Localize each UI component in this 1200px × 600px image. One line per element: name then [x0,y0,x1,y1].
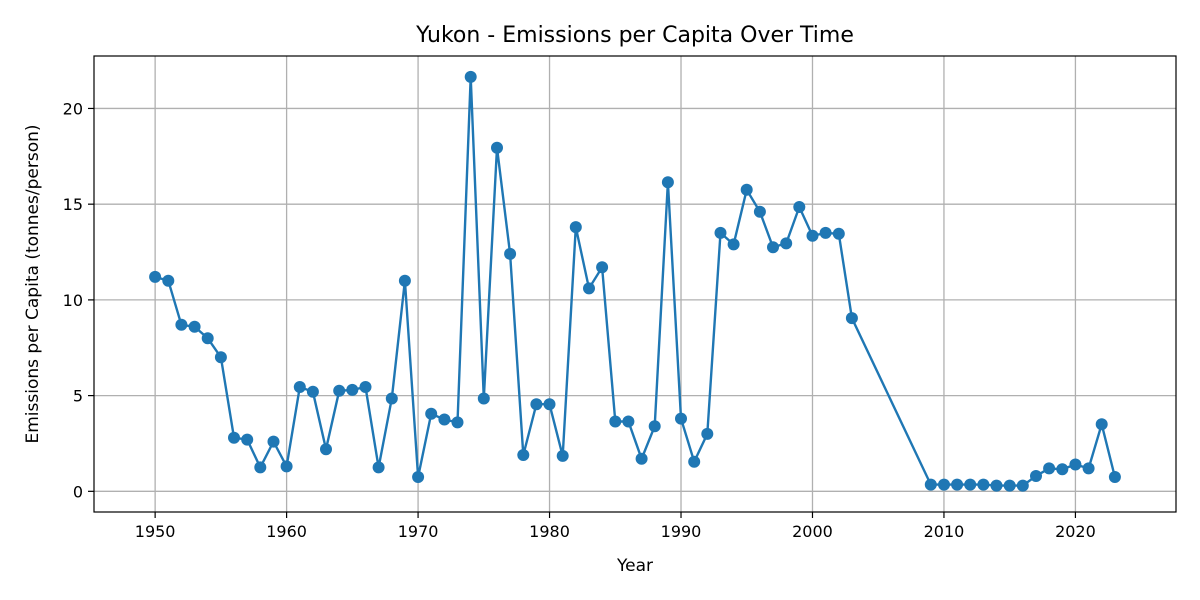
data-point [385,392,398,405]
data-point [267,435,280,448]
data-point [333,384,346,397]
chart-title: Yukon - Emissions per Capita Over Time [415,23,854,48]
data-point [635,452,648,465]
x-tick-label: 1990 [661,522,702,541]
data-point [938,478,950,491]
data-point [1095,418,1108,431]
x-tick-label: 1980 [529,522,570,541]
data-point [451,416,464,429]
data-point [1056,463,1069,476]
data-point [688,455,701,468]
data-point [320,443,332,456]
data-point [228,431,240,444]
data-point [359,381,372,393]
data-point [661,176,674,189]
data-point [188,320,201,333]
data-points [149,70,1121,492]
grid-lines [94,56,1176,512]
y-tick-label: 15 [63,195,83,214]
data-point [149,270,162,283]
data-point [425,407,438,420]
data-point [491,141,503,154]
data-point [293,381,306,393]
data-point [701,427,714,440]
data-point [241,433,254,446]
data-point [622,415,635,428]
data-point [648,420,661,433]
data-point [714,226,727,239]
y-axis-ticks: 0 5 10 15 20 [63,99,94,501]
data-point [175,318,188,331]
data-point [1003,479,1016,492]
data-point [162,274,175,287]
x-tick-label: 1960 [266,522,307,541]
data-point [412,471,425,483]
data-point [767,241,779,254]
data-point [530,398,543,411]
data-point [951,478,964,491]
data-point [477,392,490,405]
x-tick-label: 2020 [1055,522,1096,541]
data-point [819,226,832,239]
data-point [517,449,530,461]
data-point [964,478,977,491]
data-point [280,460,293,473]
data-point [556,449,569,462]
data-point [214,351,227,364]
plot-frame [93,55,1177,513]
data-point [753,205,766,218]
y-tick-label: 10 [63,291,83,310]
data-point [346,383,359,396]
data-point [990,479,1003,492]
y-tick-label: 0 [73,482,83,501]
x-tick-label: 1970 [398,522,439,541]
data-point [398,274,411,287]
data-point [977,478,990,491]
x-axis-label: Year [616,556,653,576]
y-tick-label: 20 [63,99,83,118]
series-line [154,76,1117,487]
data-point [1016,479,1029,492]
x-tick-label: 1950 [135,522,176,541]
y-tick-label: 5 [73,387,83,406]
data-point [609,415,622,428]
data-point [793,201,806,213]
data-point [569,221,582,234]
data-point [464,70,477,83]
data-point [845,312,858,325]
data-point [1043,462,1056,475]
data-point [1030,470,1042,482]
data-point [806,229,819,242]
data-point [583,282,595,295]
data-point [1108,471,1121,483]
data-point [596,261,609,274]
data-point [675,412,687,425]
data-point [780,237,793,250]
data-point [201,332,214,345]
data-point [727,238,740,251]
data-point [504,247,517,260]
data-point [543,398,556,411]
x-tick-label: 2010 [924,522,965,541]
y-axis-label: Emissions per Capita (tonnes/person) [23,124,43,443]
x-tick-label: 2000 [792,522,833,541]
data-point [306,385,319,398]
x-axis-ticks: 1950 1960 1970 1980 1990 2000 2010 2020 [135,512,1096,541]
data-point [924,478,937,491]
data-point [254,461,267,474]
data-point [832,227,845,240]
data-point [438,413,451,426]
data-point [1069,458,1082,471]
data-point [1082,462,1095,475]
data-point [740,183,753,196]
data-point [372,461,385,474]
